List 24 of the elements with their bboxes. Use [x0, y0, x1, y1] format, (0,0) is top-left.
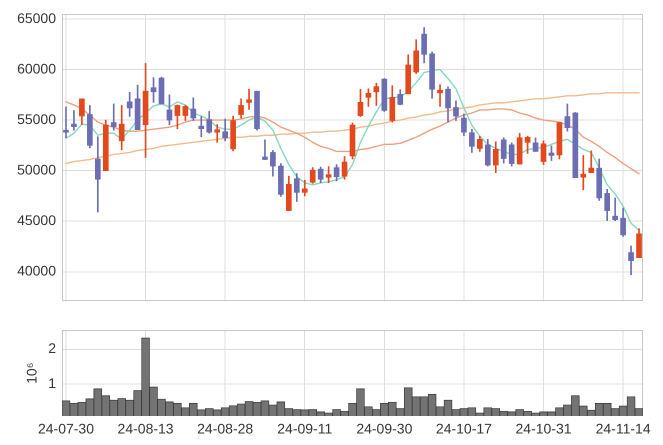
- x-tick-label: 24-08-28: [197, 420, 254, 436]
- x-tick-label: 24-10-17: [436, 420, 492, 436]
- y-tick-label: 1: [48, 374, 56, 391]
- x-tick-label: 24-10-31: [515, 420, 572, 436]
- y-tick-label: 50000: [17, 162, 56, 178]
- x-tick-label: 24-09-11: [277, 420, 332, 436]
- candlestick: [262, 139, 268, 160]
- y-axis-title: 10⁶: [23, 362, 40, 384]
- y-tick-label: 40000: [17, 262, 56, 279]
- candlestick: [437, 84, 443, 107]
- candlestick: [246, 88, 252, 110]
- y-tick-label: 60000: [17, 60, 56, 76]
- x-tick-label: 24-11-14: [596, 420, 651, 436]
- y-tick-label: 65000: [17, 10, 56, 26]
- y-tick-label: 55000: [17, 110, 56, 127]
- x-tick-label: 24-07-30: [38, 420, 94, 436]
- y-tick-label: 2: [48, 340, 56, 356]
- y-tick-label: 45000: [17, 212, 56, 228]
- candlestick: [71, 110, 77, 131]
- x-tick-label: 24-09-30: [356, 420, 413, 436]
- candlestick: [150, 77, 156, 103]
- candlestick: [63, 106, 69, 138]
- x-tick-label: 24-08-13: [118, 420, 174, 436]
- candlestick: [548, 146, 554, 161]
